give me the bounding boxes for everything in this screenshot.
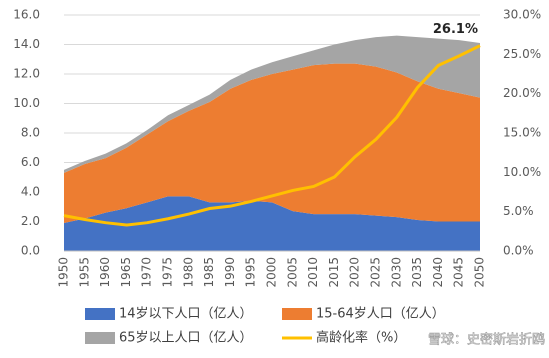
x-tick-label: 1950: [57, 257, 71, 288]
legend-swatch: [85, 308, 115, 320]
y-tick-label: 0.0: [21, 244, 40, 258]
y2-tick-label: 30.0%: [503, 8, 541, 22]
x-tick-label: 1985: [202, 257, 216, 288]
y-tick-label: 16.0: [13, 8, 40, 22]
legend-label: 15-64岁人口（亿人）: [316, 307, 445, 322]
x-tick-label: 1960: [98, 257, 112, 288]
y-tick-label: 10.0: [13, 96, 40, 110]
data-label: 26.1%: [433, 22, 478, 37]
y-tick-label: 2.0: [21, 214, 40, 228]
x-tick-label: 2005: [285, 257, 299, 288]
x-tick-label: 2015: [327, 257, 341, 288]
x-tick-label: 2035: [410, 257, 424, 288]
area: [64, 196, 480, 251]
y2-tick-label: 10.0%: [503, 165, 541, 179]
y2-tick-label: 25.0%: [503, 47, 541, 61]
y2-tick-label: 5.0%: [503, 204, 534, 218]
line: [63, 44, 481, 227]
legend-swatch: [85, 332, 115, 344]
legend-label: 高龄化率（%）: [316, 330, 406, 346]
x-tick-label: 1955: [77, 257, 91, 288]
legend-label: 65岁以上人口（亿人）: [119, 331, 253, 346]
y-tick-label: 4.0: [21, 185, 40, 199]
legend-label: 14岁以下人口（亿人）: [119, 307, 253, 322]
x-tick-label: 2010: [306, 257, 320, 288]
y-tick-label: 14.0: [13, 37, 40, 51]
x-tick-label: 2000: [265, 257, 279, 288]
x-tick-label: 1975: [161, 257, 175, 288]
area: [64, 35, 480, 173]
x-tick-label: 1965: [119, 257, 133, 288]
y2-tick-label: 0.0%: [503, 244, 534, 258]
x-tick-label: 2025: [369, 257, 383, 288]
x-tick-label: 2045: [452, 257, 466, 288]
y2-tick-label: 20.0%: [503, 86, 541, 100]
y-tick-label: 8.0: [21, 126, 40, 140]
x-tick-label: 2020: [348, 257, 362, 288]
y-tick-label: 12.0: [13, 67, 40, 81]
watermark: 雪球：史密斯岩折鸥: [428, 332, 545, 348]
x-tick-label: 1980: [181, 257, 195, 288]
y-tick-label: 6.0: [21, 155, 40, 169]
area: [64, 63, 480, 223]
x-tick-label: 2050: [473, 257, 487, 288]
x-tick-label: 2040: [431, 257, 445, 288]
x-tick-label: 1970: [140, 257, 154, 288]
y2-tick-label: 15.0%: [503, 126, 541, 140]
x-tick-label: 1995: [244, 257, 258, 288]
x-tick-label: 1990: [223, 257, 237, 288]
legend-swatch: [282, 308, 312, 320]
x-tick-label: 2030: [389, 257, 403, 288]
